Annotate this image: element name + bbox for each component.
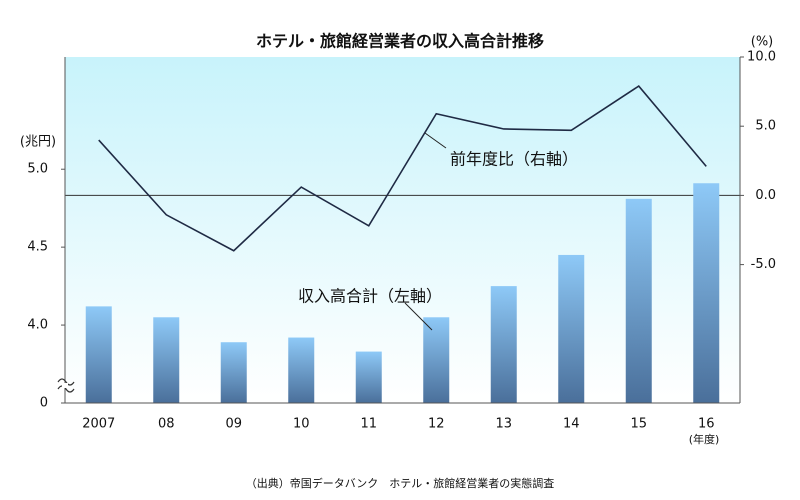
y-unit: (兆円) [20, 135, 56, 150]
y-tick-label: 4.5 [27, 240, 48, 255]
y-tick-label: 5.0 [27, 162, 48, 177]
bar-annotation: 収入高合計（左軸） [298, 287, 442, 306]
y-tick-label: 0 [40, 396, 48, 411]
bar [288, 337, 315, 403]
x-tick-label: 12 [428, 417, 445, 432]
bar [558, 254, 585, 403]
axis-break-gap [62, 383, 68, 388]
plot [65, 85, 740, 403]
bar [85, 306, 112, 403]
y2-tick-label: 10.0 [747, 50, 776, 65]
x-unit: (年度) [689, 432, 720, 446]
y2-tick-label: -5.0 [751, 257, 776, 272]
y2-tick-label: 0.0 [755, 188, 776, 203]
x-tick-label: 2007 [82, 417, 115, 432]
line [98, 85, 707, 252]
chart-title: ホテル・旅館経営業者の収入高合計推移 [256, 32, 544, 51]
line-annotation: 前年度比（右軸） [450, 150, 578, 169]
y2-unit: (%) [751, 35, 774, 50]
x-tick-label: 09 [225, 417, 242, 432]
leader-line [404, 302, 433, 331]
bar [625, 198, 652, 403]
bar [153, 317, 180, 403]
bar [693, 183, 720, 403]
axis-break [57, 378, 75, 393]
source-note: （出典）帝国データバンク ホテル・旅館経営業者の実態調査 [246, 476, 555, 490]
x-tick-label: 16 [698, 417, 715, 432]
x-tick-label: 14 [563, 417, 580, 432]
leader-line [424, 132, 447, 149]
x-tick-label: 08 [158, 417, 175, 432]
x-tick-label: 13 [495, 417, 512, 432]
x-tick-label: 10 [293, 417, 310, 432]
y-tick-label: 4.0 [27, 318, 48, 333]
x-tick-label: 11 [360, 417, 377, 432]
bar [220, 342, 247, 403]
y2-tick-label: 5.0 [755, 119, 776, 134]
bar [490, 286, 517, 403]
bar [423, 317, 450, 403]
x-tick-label: 15 [630, 417, 647, 432]
bar [355, 351, 382, 403]
